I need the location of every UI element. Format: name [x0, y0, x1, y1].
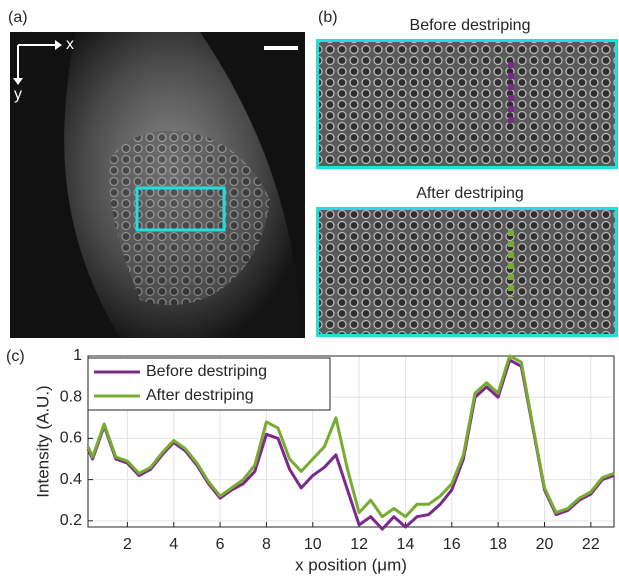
legend-label: Before destriping [146, 363, 267, 380]
y-axis-label: Intensity (A.U.) [33, 385, 52, 497]
image-before [316, 39, 618, 169]
x-tick-label: 20 [536, 536, 554, 553]
panel-label: (c) [6, 348, 25, 365]
x-tick-label: 18 [489, 536, 507, 553]
plot-frame [87, 355, 615, 528]
y-arrow-head [13, 78, 23, 85]
x-axis-label: x position (μm) [295, 555, 407, 574]
x-tick-label: 22 [582, 536, 600, 553]
image-title: After destriping [416, 185, 524, 202]
y-tick-label: 1 [73, 347, 82, 364]
panel-label: (b) [318, 9, 338, 26]
x-tick-label: 16 [443, 536, 461, 553]
image-after [316, 207, 618, 337]
cell-region [109, 130, 271, 306]
image-title: Before destriping [410, 17, 531, 34]
x-arrow-head [55, 40, 62, 50]
y-tick-label: 0.6 [60, 430, 82, 447]
legend-label: After destriping [146, 387, 254, 404]
x-tick-label: 10 [304, 536, 322, 553]
y-tick-label: 0.4 [60, 471, 82, 488]
panel-label: (a) [8, 9, 28, 26]
y-axis-name: y [14, 86, 22, 103]
x-tick-label: 12 [350, 536, 368, 553]
legend-box [87, 357, 331, 411]
x-tick-label: 8 [262, 536, 271, 553]
y-tick-label: 0.2 [60, 512, 82, 529]
x-axis-name: x [66, 36, 74, 53]
x-tick-label: 14 [397, 536, 415, 553]
y-tick-label: 0.8 [60, 388, 82, 405]
x-tick-label: 2 [123, 536, 132, 553]
x-tick-label: 6 [216, 536, 225, 553]
data-line [86, 354, 615, 519]
roi-box [135, 186, 226, 232]
x-tick-label: 4 [169, 536, 178, 553]
